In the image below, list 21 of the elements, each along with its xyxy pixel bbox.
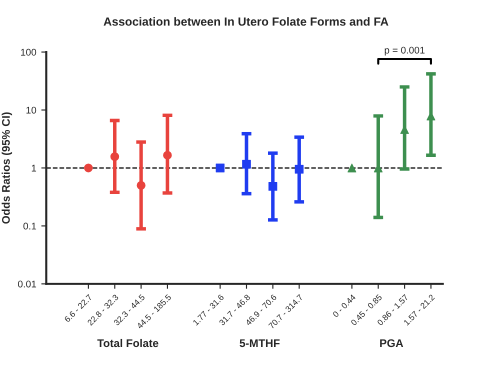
chart-title: Association between In Utero Folate Forms and FA: [104, 17, 388, 26]
point: [294, 164, 304, 174]
point: [136, 181, 146, 190]
point: [110, 152, 120, 161]
point: [216, 164, 225, 172]
point: [268, 182, 278, 191]
y-tick-label: 0.01: [18, 280, 36, 288]
text: 5-MTHF: [240, 339, 280, 348]
y-axis-title: Odds Ratios (95% CI): [2, 112, 12, 224]
text: Total Folate: [97, 338, 158, 348]
annotation: p = 0.001: [384, 46, 425, 56]
point: [84, 164, 93, 172]
x-tick-label: 0 - 0.44: [332, 294, 356, 318]
y-tick-label: 1: [32, 164, 36, 172]
point: [242, 160, 251, 169]
text: PGA: [380, 339, 404, 348]
y-tick-label: 100: [21, 48, 36, 56]
point: [348, 164, 356, 172]
y-tick-label: 10: [26, 106, 36, 114]
y-tick-label: 0.1: [23, 222, 36, 230]
point: [163, 150, 172, 160]
